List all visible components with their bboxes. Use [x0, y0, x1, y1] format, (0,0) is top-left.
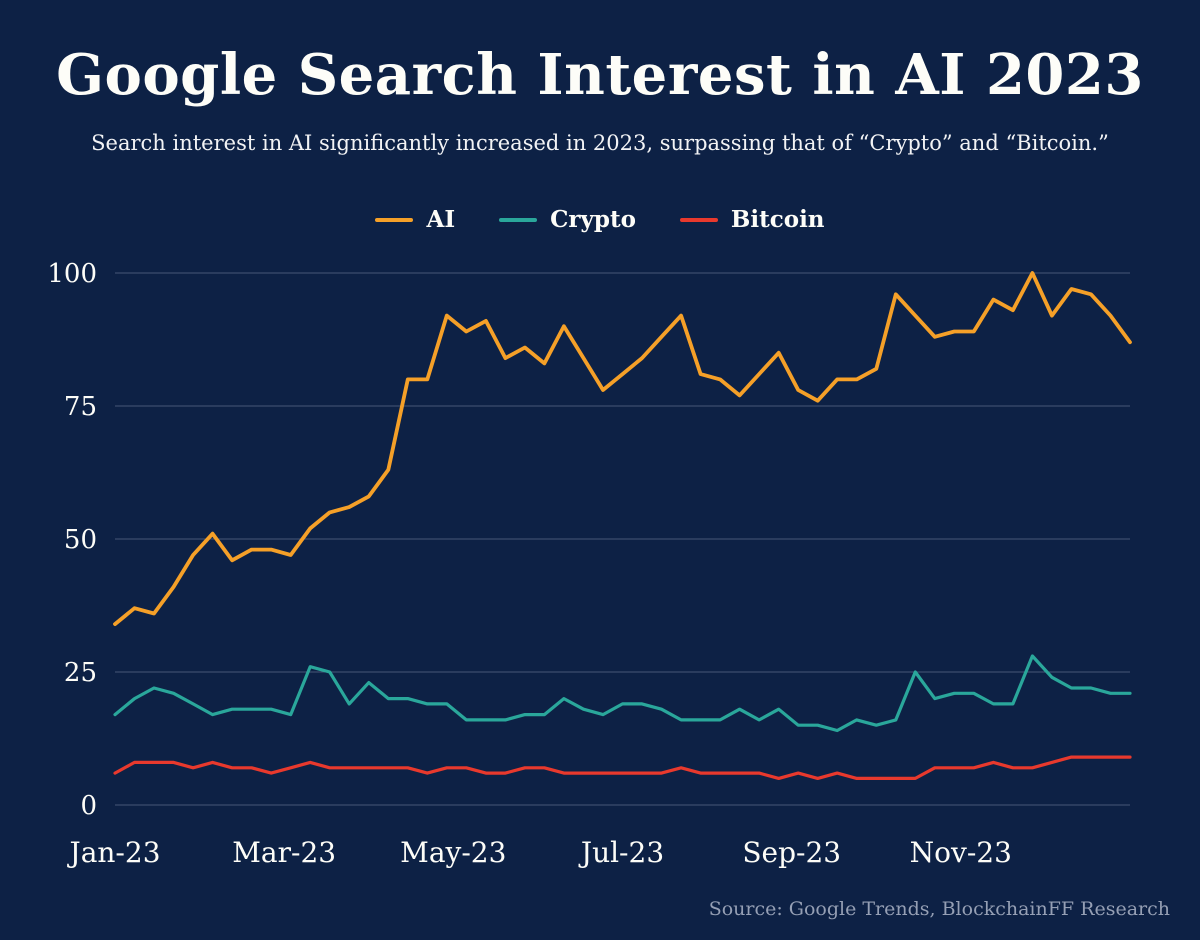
legend-label-ai: AI: [426, 206, 456, 233]
legend-item-ai: AI: [375, 206, 455, 233]
x-tick-label: Nov-23: [910, 836, 1012, 869]
series-line-bitcoin: [113, 755, 1132, 781]
legend-label-crypto: Crypto: [550, 206, 636, 233]
x-tick-label: May-23: [400, 836, 506, 869]
x-tick-label: Mar-23: [232, 836, 336, 869]
chart-title: Google Search Interest in AI 2023: [56, 42, 1144, 108]
legend-label-bitcoin: Bitcoin: [730, 206, 825, 233]
y-tick-label: 25: [64, 658, 97, 688]
y-tick-label: 75: [64, 392, 97, 422]
legend-swatch-crypto: [499, 217, 538, 222]
x-tick-label: Jan-23: [66, 836, 160, 869]
legend-item-bitcoin: Bitcoin: [679, 206, 825, 233]
legend-item-crypto: Crypto: [499, 206, 636, 233]
x-tick-label: Jul-23: [578, 836, 664, 869]
legend: AI Crypto Bitcoin: [0, 206, 1200, 233]
y-tick-label: 100: [47, 259, 97, 289]
y-tick-label: 50: [64, 525, 97, 555]
x-tick-label: Sep-23: [742, 836, 841, 869]
series-line-crypto: [113, 654, 1132, 733]
source-note: Source: Google Trends, BlockchainFF Rese…: [708, 898, 1170, 920]
series-line-ai: [113, 271, 1132, 626]
y-tick-label: 0: [80, 791, 97, 821]
chart-subtitle: Search interest in AI significantly incr…: [91, 131, 1109, 155]
legend-swatch-bitcoin: [679, 217, 718, 222]
legend-swatch-ai: [375, 217, 414, 222]
